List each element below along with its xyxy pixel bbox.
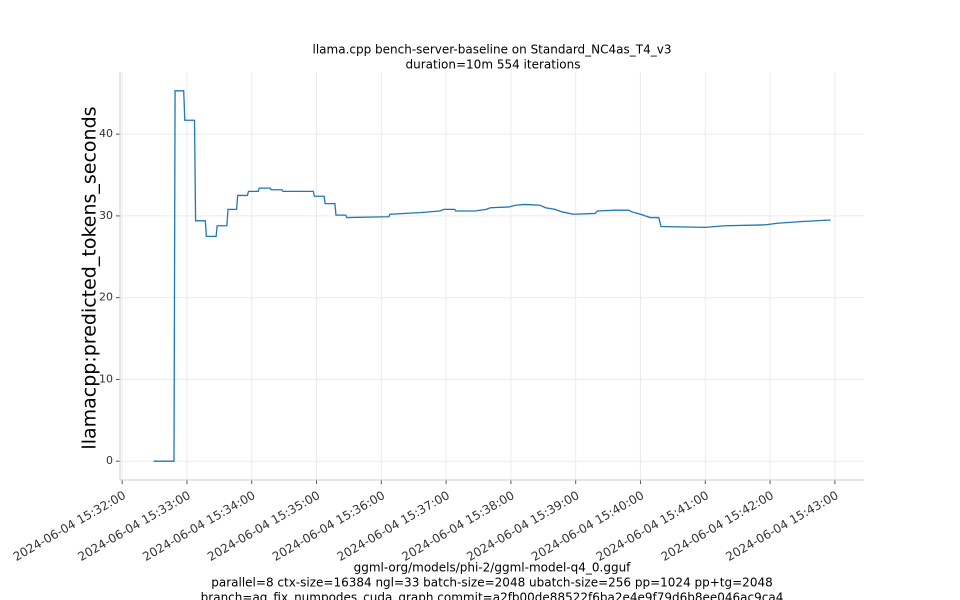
data-line [153,90,831,462]
x-tick-label: 2024-06-04 15:36:00 [270,488,387,564]
x-tick-label: 2024-06-04 15:42:00 [659,488,776,564]
chart-title: llama.cpp bench-server-baseline on Stand… [313,43,672,57]
chart-subtitle: duration=10m 554 iterations [406,58,581,72]
y-tick-label: 10 [99,372,113,385]
x-tick-label: 2024-06-04 15:43:00 [723,488,840,564]
caption-line: parallel=8 ctx-size=16384 ngl=33 batch-s… [211,576,772,590]
caption-line: branch=ag_fix_numpodes_cuda_graph commit… [201,591,784,600]
caption-line: ggml-org/models/phi-2/ggml-model-q4_0.gg… [354,561,632,575]
x-tick-label: 2024-06-04 15:34:00 [140,488,257,564]
x-tick-label: 2024-06-04 15:40:00 [529,488,646,564]
x-tick-label: 2024-06-04 15:32:00 [11,488,128,564]
x-tick-label: 2024-06-04 15:38:00 [399,488,516,564]
y-tick-label: 40 [99,127,113,140]
y-tick-label: 20 [99,291,113,304]
y-tick-label: 0 [106,454,113,467]
y-tick-label: 30 [99,209,113,222]
x-tick-label: 2024-06-04 15:39:00 [464,488,581,564]
x-tick-label: 2024-06-04 15:41:00 [594,488,711,564]
x-tick-label: 2024-06-04 15:35:00 [205,488,322,564]
y-axis-label: llamacpp:predicted_tokens_seconds [79,106,101,449]
x-tick-label: 2024-06-04 15:33:00 [75,488,192,564]
x-tick-label: 2024-06-04 15:37:00 [335,488,452,564]
